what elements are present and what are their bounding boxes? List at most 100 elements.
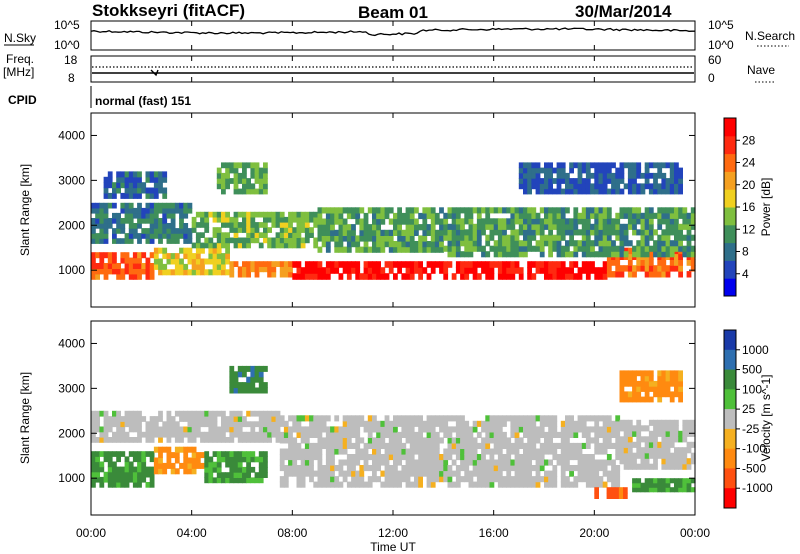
velocity-cell [644, 487, 650, 493]
velocity-cell [636, 478, 642, 484]
power-cell [619, 240, 625, 247]
velocity-cell [443, 465, 449, 472]
power-cell [443, 261, 449, 268]
velocity-cell [233, 421, 239, 428]
power-cell [145, 212, 151, 219]
power-cell [116, 268, 121, 275]
velocity-cell [191, 457, 197, 464]
velocity-cell [200, 416, 205, 422]
velocity-cell [539, 465, 545, 472]
velocity-cell [153, 468, 159, 475]
power-cell [602, 172, 608, 179]
power-cell [422, 218, 428, 225]
velocity-cell [661, 463, 667, 470]
velocity-cell [363, 459, 369, 466]
velocity-cell [237, 477, 243, 484]
power-cell [422, 246, 428, 253]
power-cell [497, 223, 503, 230]
velocity-cell [644, 452, 650, 459]
velocity-cell [653, 478, 658, 484]
power-cell [216, 183, 222, 190]
power-cell [376, 241, 381, 248]
power-cell [296, 267, 302, 274]
power-cell [632, 223, 637, 230]
velocity-cell [258, 456, 264, 463]
velocity-cell [460, 415, 465, 422]
velocity-cell [552, 442, 558, 449]
power-cell [497, 261, 503, 268]
power-cell [451, 229, 457, 236]
velocity-cell [132, 410, 138, 417]
power-cell [678, 240, 683, 247]
power-cell [665, 223, 671, 230]
velocity-cell [690, 425, 696, 432]
velocity-cell [653, 487, 658, 493]
power-cell [594, 218, 600, 225]
velocity-cell [120, 437, 126, 443]
velocity-cell [116, 426, 121, 433]
velocity-cell [309, 470, 314, 477]
power-cell [560, 251, 566, 258]
power-cell [208, 253, 214, 260]
velocity-cell [246, 431, 251, 438]
power-cell [682, 207, 688, 214]
velocity-cell [338, 465, 344, 472]
power-cell [556, 245, 562, 252]
power-cell [158, 263, 163, 270]
velocity-cell [577, 454, 583, 461]
velocity-cell [309, 415, 314, 422]
velocity-cell [116, 437, 121, 443]
power-cell [393, 241, 398, 248]
velocity-cell [560, 437, 566, 444]
power-cell [636, 259, 642, 266]
velocity-cell [632, 386, 637, 392]
velocity-cell [250, 426, 256, 433]
power-cell [116, 228, 121, 234]
velocity-cell [254, 376, 260, 383]
power-cell [531, 207, 537, 214]
power-cell [112, 252, 117, 259]
power-cell [669, 207, 675, 214]
power-cell [124, 233, 130, 239]
velocity-cell [598, 448, 604, 455]
velocity-cell [254, 477, 260, 484]
power-cell [338, 241, 344, 248]
velocity-cell [107, 451, 113, 457]
velocity-cell [376, 437, 381, 444]
velocity-cell [615, 465, 621, 472]
velocity-cell [476, 465, 482, 472]
power-cell [107, 176, 113, 183]
velocity-cell [648, 386, 654, 392]
power-cell [132, 207, 138, 214]
power-cell [598, 212, 604, 219]
power-cell [342, 261, 348, 268]
power-cell [296, 216, 302, 223]
velocity-cell [439, 420, 444, 427]
velocity-cell [376, 431, 381, 438]
velocity-cell [242, 416, 247, 422]
velocity-cell [367, 442, 373, 449]
power-cell [225, 232, 230, 238]
velocity-cell [669, 436, 675, 443]
power-cell [497, 267, 503, 274]
power-cell [246, 261, 251, 267]
velocity-cell [447, 470, 453, 477]
velocity-cell [581, 420, 587, 427]
velocity-cell [585, 481, 591, 488]
power-cell [384, 241, 390, 248]
velocity-cell [342, 415, 348, 422]
velocity-cell [128, 426, 134, 433]
velocity-cell [137, 410, 142, 417]
velocity-cell [393, 465, 398, 472]
power-cell [539, 188, 545, 195]
velocity-cell [397, 459, 402, 466]
velocity-cell [678, 396, 683, 403]
power-cell [321, 241, 327, 248]
velocity-cell [585, 476, 591, 483]
power-cell [149, 268, 155, 275]
velocity-cell [107, 471, 113, 478]
velocity-cell [208, 477, 214, 484]
nsky-trace [90, 27, 695, 37]
velocity-cell [204, 456, 210, 463]
velocity-cell [321, 415, 327, 422]
